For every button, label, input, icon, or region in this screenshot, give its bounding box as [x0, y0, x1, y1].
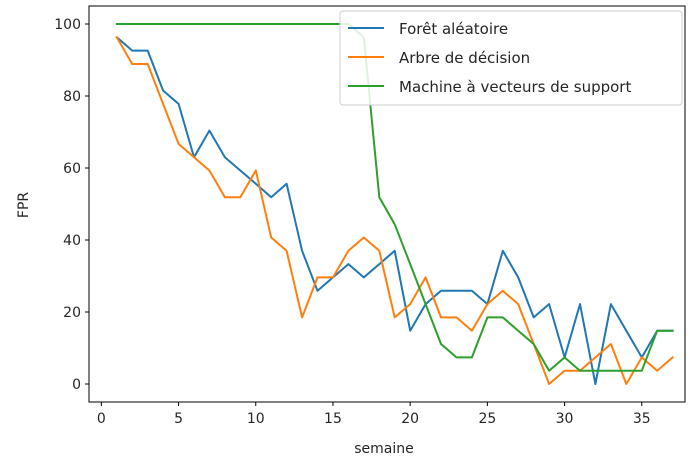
x-tick-label: 25 — [478, 411, 496, 427]
y-tick-label: 0 — [72, 377, 81, 393]
y-tick-label: 60 — [63, 161, 81, 177]
y-tick-label: 100 — [54, 17, 81, 33]
x-tick-label: 0 — [97, 411, 106, 427]
x-tick-label: 30 — [556, 411, 574, 427]
legend-label-3: Machine à vecteurs de support — [399, 78, 631, 96]
series-line-1 — [115, 35, 674, 385]
y-tick-label: 80 — [63, 89, 81, 105]
plot-area — [115, 23, 675, 385]
y-tick-label: 40 — [63, 233, 81, 249]
x-tick-label: 20 — [401, 411, 419, 427]
legend-label-1: Forêt aléatoire — [399, 20, 508, 38]
y-axis-ticks: 0 20 40 60 80 100 — [54, 17, 89, 393]
legend: Forêt aléatoire Arbre de décision Machine … — [339, 10, 683, 106]
x-axis-ticks: 0 5 10 15 20 25 30 35 — [97, 402, 651, 427]
legend-box — [339, 10, 683, 106]
series-line-3 — [115, 23, 674, 372]
y-tick-label: 20 — [63, 305, 81, 321]
x-tick-label: 5 — [174, 411, 183, 427]
x-tick-label: 10 — [247, 411, 265, 427]
axes-frame — [88, 5, 686, 403]
x-axis-label: semaine — [354, 441, 414, 457]
x-tick-label: 15 — [324, 411, 342, 427]
y-axis-label: FPR — [16, 192, 32, 218]
x-tick-label: 35 — [633, 411, 651, 427]
legend-label-2: Arbre de décision — [399, 49, 530, 67]
